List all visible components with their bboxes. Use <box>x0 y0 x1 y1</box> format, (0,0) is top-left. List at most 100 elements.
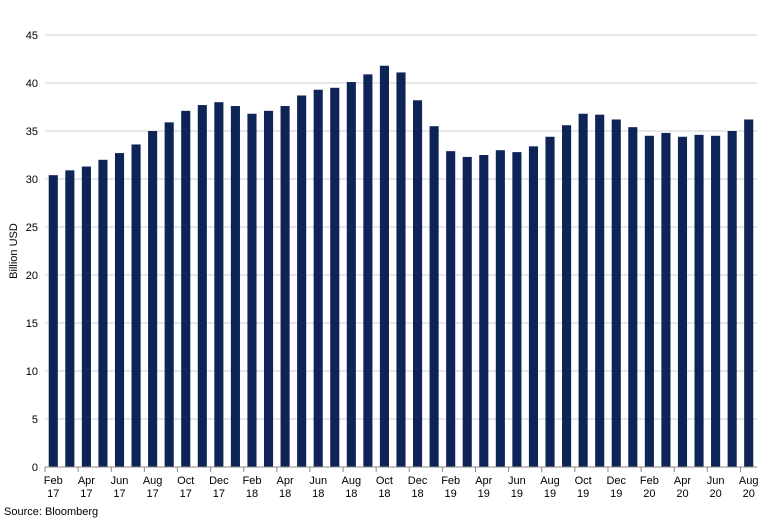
x-tick-label-month: Oct <box>575 475 592 487</box>
x-tick-label-month: Feb <box>441 475 460 487</box>
x-tick-label-year: 17 <box>213 488 225 500</box>
x-tick-label-year: 19 <box>511 488 523 500</box>
bar <box>595 114 605 468</box>
x-tick-label-year: 19 <box>445 488 457 500</box>
y-tick-label: 15 <box>26 318 38 330</box>
y-tick-label: 0 <box>32 462 38 474</box>
bar <box>313 89 323 467</box>
x-tick-label-year: 20 <box>709 488 721 500</box>
bar <box>512 152 522 467</box>
x-tick-label-month: Jun <box>309 475 327 487</box>
x-tick-label-year: 18 <box>312 488 324 500</box>
bar <box>114 153 125 467</box>
x-tick-label-year: 18 <box>246 488 258 500</box>
bar <box>81 166 91 467</box>
y-tick-label: 25 <box>26 222 38 234</box>
x-tick-label-month: Aug <box>342 475 362 487</box>
x-axis-ticks: Feb17Apr17Jun17Aug17Oct17Dec17Feb18Apr18… <box>44 467 759 500</box>
x-tick-label-year: 20 <box>743 488 755 500</box>
bar <box>280 106 290 467</box>
x-tick-label-month: Dec <box>408 475 428 487</box>
bar <box>413 100 423 467</box>
bar <box>214 102 224 467</box>
x-tick-label-month: Apr <box>475 475 492 487</box>
y-tick-label: 30 <box>26 174 38 186</box>
x-tick-label-month: Dec <box>209 475 229 487</box>
x-tick-label-year: 20 <box>643 488 655 500</box>
x-tick-label-year: 18 <box>279 488 291 500</box>
bar <box>694 134 704 467</box>
bar <box>197 105 207 467</box>
x-tick-label-year: 18 <box>378 488 390 500</box>
bar <box>131 144 141 467</box>
y-tick-label: 10 <box>26 366 38 378</box>
x-tick-label-year: 17 <box>80 488 92 500</box>
bar <box>545 136 555 467</box>
x-tick-label-month: Apr <box>674 475 691 487</box>
x-tick-label-month: Oct <box>376 475 393 487</box>
x-tick-label-year: 20 <box>676 488 688 500</box>
bar <box>98 159 108 468</box>
x-tick-label-month: Aug <box>739 475 759 487</box>
bar <box>446 151 456 467</box>
x-tick-label-month: Aug <box>143 475 163 487</box>
bar <box>727 131 737 467</box>
bar <box>677 136 688 467</box>
bar <box>230 106 240 467</box>
bar <box>181 110 191 467</box>
source-note: Source: Bloomberg <box>4 506 99 518</box>
bar <box>164 122 174 468</box>
bar <box>379 65 389 467</box>
bar <box>429 126 439 467</box>
bar <box>744 119 754 467</box>
bar <box>48 175 58 467</box>
x-tick-label-year: 17 <box>47 488 59 500</box>
bar <box>661 132 671 468</box>
bar <box>479 155 489 467</box>
y-tick-label: 35 <box>26 126 38 138</box>
bars <box>48 65 754 468</box>
x-tick-label-year: 17 <box>147 488 159 500</box>
x-tick-label-year: 19 <box>478 488 490 500</box>
bar <box>346 82 356 467</box>
bar <box>297 95 307 467</box>
x-tick-label-month: Jun <box>508 475 526 487</box>
bar <box>247 113 257 467</box>
x-tick-label-month: Feb <box>242 475 261 487</box>
x-tick-label-year: 19 <box>610 488 622 500</box>
bar <box>562 125 572 468</box>
x-tick-label-month: Feb <box>640 475 659 487</box>
x-tick-label-month: Feb <box>44 475 63 487</box>
y-tick-label: 5 <box>32 414 38 426</box>
bar <box>65 170 75 468</box>
x-tick-label-month: Aug <box>540 475 560 487</box>
bar <box>462 156 472 468</box>
x-tick-label-year: 17 <box>180 488 192 500</box>
bar <box>528 146 539 468</box>
y-tick-label: 20 <box>26 270 38 282</box>
x-tick-label-month: Dec <box>606 475 626 487</box>
y-axis-title: Billion USD <box>8 223 20 279</box>
bar <box>396 72 406 467</box>
x-tick-label-year: 18 <box>411 488 423 500</box>
y-tick-label: 40 <box>26 78 38 90</box>
x-tick-label-year: 19 <box>577 488 589 500</box>
bar <box>644 135 654 468</box>
y-tick-label: 45 <box>26 30 38 42</box>
bar <box>148 131 158 467</box>
x-tick-label-month: Apr <box>277 475 294 487</box>
x-tick-label-month: Jun <box>707 475 725 487</box>
bar <box>711 135 721 468</box>
x-tick-label-month: Apr <box>78 475 95 487</box>
bar <box>263 110 274 467</box>
y-axis-ticks: 0 5 10 15 20 25 30 35 40 45 <box>26 30 38 474</box>
x-tick-label-year: 18 <box>345 488 357 500</box>
bar <box>363 74 373 468</box>
bar <box>628 127 638 467</box>
bar <box>330 87 340 468</box>
x-tick-label-month: Oct <box>177 475 194 487</box>
bar <box>578 113 588 467</box>
x-tick-label-month: Jun <box>111 475 129 487</box>
bar <box>611 119 621 467</box>
